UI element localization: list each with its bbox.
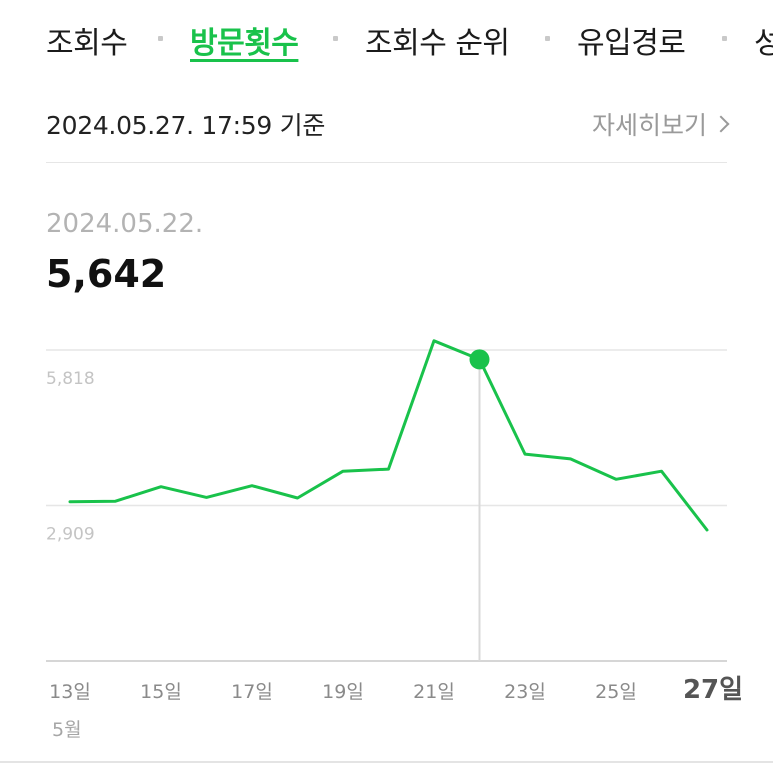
data-point <box>340 468 346 474</box>
x-month-label: 5월 <box>52 719 82 741</box>
data-point <box>659 468 665 474</box>
tab-referrer[interactable]: 유입경로 <box>577 26 686 61</box>
tab-separator <box>722 36 727 41</box>
x-tick-label: 15일 <box>140 681 182 703</box>
tab-separator <box>333 36 338 41</box>
data-point <box>158 484 164 490</box>
detail-link-label: 자세히보기 <box>591 111 707 140</box>
x-tick-label: 25일 <box>595 681 637 703</box>
detail-link[interactable]: 자세히보기 <box>591 106 730 142</box>
tab-visits[interactable]: 방문횟수 <box>190 26 299 61</box>
tab-bar: 조회수 방문횟수 조회수 순위 유입경로 성 <box>0 0 773 80</box>
x-tick-label: 21일 <box>413 681 455 703</box>
tab-gender[interactable]: 성 <box>754 26 773 61</box>
tab-views-rank[interactable]: 조회수 순위 <box>365 26 510 61</box>
data-point <box>431 338 437 344</box>
x-tick-label: 19일 <box>322 681 364 703</box>
data-point <box>704 527 710 533</box>
data-point <box>67 499 73 505</box>
data-point <box>295 495 301 501</box>
y-tick-label: 5,818 <box>46 369 95 389</box>
timestamp: 2024.05.27. 17:59 기준 <box>46 111 326 140</box>
data-point <box>568 456 574 462</box>
selected-data-point <box>469 349 490 370</box>
y-tick-label: 2,909 <box>46 525 95 545</box>
selected-value: 5,642 <box>46 252 167 296</box>
x-tick-label: 13일 <box>49 681 91 703</box>
data-point <box>113 498 119 504</box>
data-point <box>204 494 210 500</box>
divider <box>46 162 727 163</box>
tab-views[interactable]: 조회수 <box>46 26 128 61</box>
tab-separator <box>545 36 550 41</box>
x-tick-label: 23일 <box>504 681 546 703</box>
series-line <box>68 339 709 532</box>
data-point <box>386 466 392 472</box>
data-point <box>613 476 619 482</box>
tab-separator <box>158 36 163 41</box>
data-point <box>522 451 528 457</box>
data-point <box>249 483 255 489</box>
x-tick-label: 27일 <box>683 675 743 705</box>
stats-meta: 2024.05.27. 17:59 기준 자세히보기 <box>46 106 730 146</box>
selected-date: 2024.05.22. <box>46 209 204 239</box>
x-tick-label: 17일 <box>231 681 273 703</box>
bottom-divider <box>0 761 773 763</box>
